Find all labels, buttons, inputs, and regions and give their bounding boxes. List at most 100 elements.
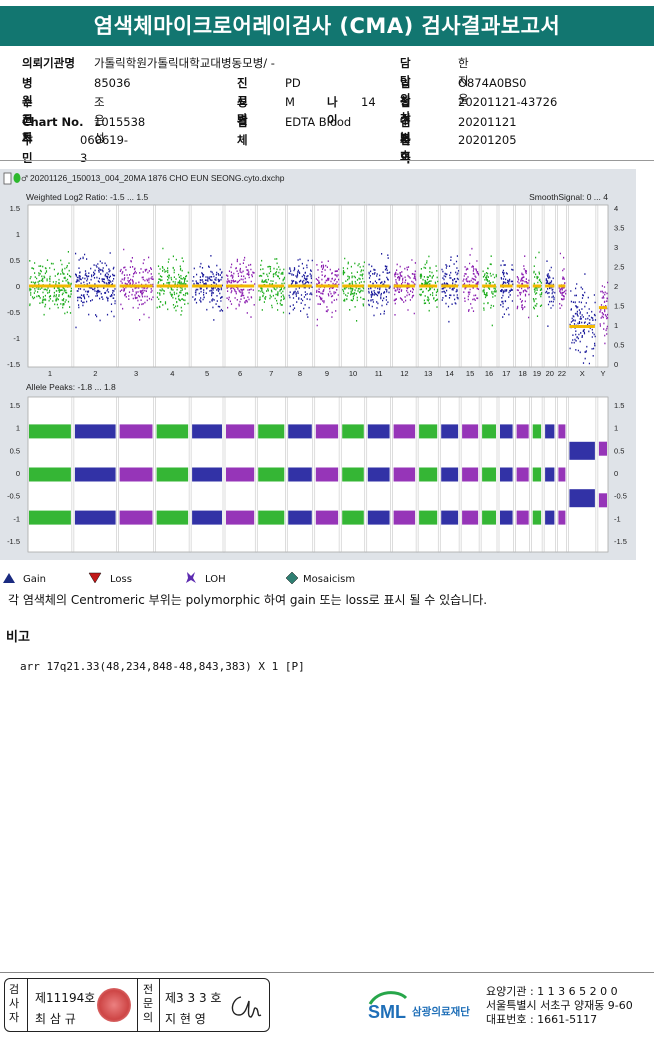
bottom-left-tick: -0.5 <box>7 492 20 501</box>
allele-peaks-panel <box>27 396 609 553</box>
examiner-name: 최 삼 규 <box>35 1012 76 1026</box>
clinical-info-value: O874A0BS0 <box>458 76 527 90</box>
remarks-text: arr 17q21.33(48,234,848-48,843,383) X 1 … <box>20 660 305 673</box>
patient-name-value: 조은성 <box>94 95 105 145</box>
sex-value: M <box>285 95 295 109</box>
chromosome-label: Y <box>600 369 605 378</box>
chromosome-label: X <box>580 369 585 378</box>
doctor-value: 한지윤 <box>458 56 469 106</box>
log2-ratio-panel <box>27 204 609 368</box>
hospital-code-value: 85036 <box>94 76 131 90</box>
chart-no-value: 1015538 <box>94 115 146 129</box>
receipt-no-value: 20201121-43726 <box>458 95 558 109</box>
examiner-license: 제11194호 <box>35 991 96 1005</box>
top-left-tick: 0 <box>16 282 20 291</box>
document-icon[interactable] <box>3 172 12 185</box>
legend: Gain Loss LOH Mosaicism <box>0 571 380 585</box>
receipt-no-label: 접수번호 <box>400 95 411 163</box>
bottom-right-tick: 0 <box>614 469 618 478</box>
chromosome-label: 7 <box>269 369 273 378</box>
top-left-tick: 1.5 <box>10 204 20 213</box>
file-toolbar: ♂ 20201126_150013_004_20MA 1876 CHO EUN … <box>3 172 285 185</box>
examiner-seal <box>97 988 131 1022</box>
chromosome-label: 13 <box>424 369 432 378</box>
chromosome-label: 4 <box>170 369 174 378</box>
chromosome-label: 3 <box>134 369 138 378</box>
leaf-icon[interactable] <box>13 173 21 183</box>
divider <box>0 160 654 161</box>
chromosome-label: 1 <box>48 369 52 378</box>
chromosome-label: 2 <box>93 369 97 378</box>
top-left-tick: -0.5 <box>7 308 20 317</box>
triangle-down-icon <box>88 572 102 584</box>
top-right-tick: 3.5 <box>614 224 624 233</box>
legend-loss-label: Loss <box>110 574 132 585</box>
top-panel-right-title: SmoothSignal: 0 ... 4 <box>529 192 608 202</box>
remarks-heading: 비고 <box>6 630 30 645</box>
org-info: 요양기관 : 1 1 3 6 5 2 0 0 서울특별시 서초구 양재동 9-6… <box>486 985 633 1027</box>
report-date-value: 20201205 <box>458 133 517 147</box>
top-left-tick: -1.5 <box>7 360 20 369</box>
org-phone: 대표번호 : 1661-5117 <box>486 1013 598 1026</box>
clinical-info-label: 임상정보 <box>400 76 411 144</box>
sex-label: 성별 <box>237 95 248 127</box>
chromosome-label: 15 <box>466 369 474 378</box>
triangle-up-icon <box>3 573 15 583</box>
patient-name-label: 수진자 <box>22 95 33 145</box>
bottom-right-tick: -1 <box>614 514 621 523</box>
chromosome-label: 17 <box>502 369 510 378</box>
chromosome-label: 16 <box>485 369 493 378</box>
specialist-license: 제3 3 3 호 <box>165 991 222 1005</box>
chromosome-label: 8 <box>298 369 302 378</box>
footer-divider <box>0 972 654 973</box>
top-right-tick: 2 <box>614 282 618 291</box>
legend-gain-label: Gain <box>23 574 46 585</box>
chromosome-label: 10 <box>349 369 357 378</box>
bottom-left-tick: -1.5 <box>7 537 20 546</box>
legend-loh-label: LOH <box>205 574 226 585</box>
top-right-tick: 1.5 <box>614 302 624 311</box>
legend-loss: Loss <box>88 572 132 585</box>
logo-swoosh-icon <box>368 991 408 1005</box>
chart-no-label: Chart No. <box>22 115 84 129</box>
bottom-left-tick: -1 <box>13 514 20 523</box>
bottom-left-tick: 1 <box>16 424 20 433</box>
chromosome-label: 12 <box>400 369 408 378</box>
bottom-panel-title: Allele Peaks: -1.8 ... 1.8 <box>26 382 116 392</box>
patient-info: 의뢰기관명 가톨릭학원가톨릭대학교대병동모병/ - 병원코드 85036 수진자 조은… <box>0 54 654 201</box>
org-address: 서울특별시 서초구 양재동 9-60 <box>486 999 633 1012</box>
chromosome-label: 14 <box>445 369 453 378</box>
age-value: 14 <box>361 95 376 109</box>
top-right-tick: 1 <box>614 321 618 330</box>
top-right-tick: 2.5 <box>614 263 624 272</box>
top-right-tick: 3 <box>614 243 618 252</box>
bottom-right-tick: 1.5 <box>614 401 624 410</box>
dept-value: PD <box>285 76 301 90</box>
top-right-tick: 4 <box>614 204 618 213</box>
bottom-left-tick: 0 <box>16 469 20 478</box>
legend-mosaicism: Mosaicism <box>285 571 355 585</box>
chromosome-label: 11 <box>375 369 383 378</box>
bottom-right-tick: -1.5 <box>614 537 627 546</box>
cma-plot: ♂ 20201126_150013_004_20MA 1876 CHO EUN … <box>3 172 627 553</box>
dept-label: 진료과 <box>237 76 248 126</box>
top-left-tick: 0.5 <box>10 256 20 265</box>
request-date-value: 20201121 <box>458 115 517 129</box>
centromere-note: 각 염색체의 Centromeric 부위는 polymorphic 하여 ga… <box>8 593 488 607</box>
star-cross-icon <box>186 572 196 583</box>
cma-plot-panel: ♂ 20201126_150013_004_20MA 1876 CHO EUN … <box>0 169 636 560</box>
specimen-label: 검체 <box>237 115 248 147</box>
org-logo: SML 삼광의료재단 <box>368 988 483 1028</box>
legend-gain: Gain <box>3 573 46 585</box>
top-left-tick: -1 <box>13 334 20 343</box>
legend-loh: LOH <box>186 572 226 585</box>
bottom-right-tick: -0.5 <box>614 492 627 501</box>
specialist-name: 지 현 영 <box>165 1012 206 1026</box>
specimen-value: EDTA Blood <box>285 115 352 129</box>
bottom-right-tick: 1 <box>614 424 618 433</box>
hospital-code-label: 병원코드 <box>22 76 33 144</box>
doctor-label: 담당의사 <box>400 56 411 124</box>
org-name: 삼광의료재단 <box>412 1005 470 1018</box>
